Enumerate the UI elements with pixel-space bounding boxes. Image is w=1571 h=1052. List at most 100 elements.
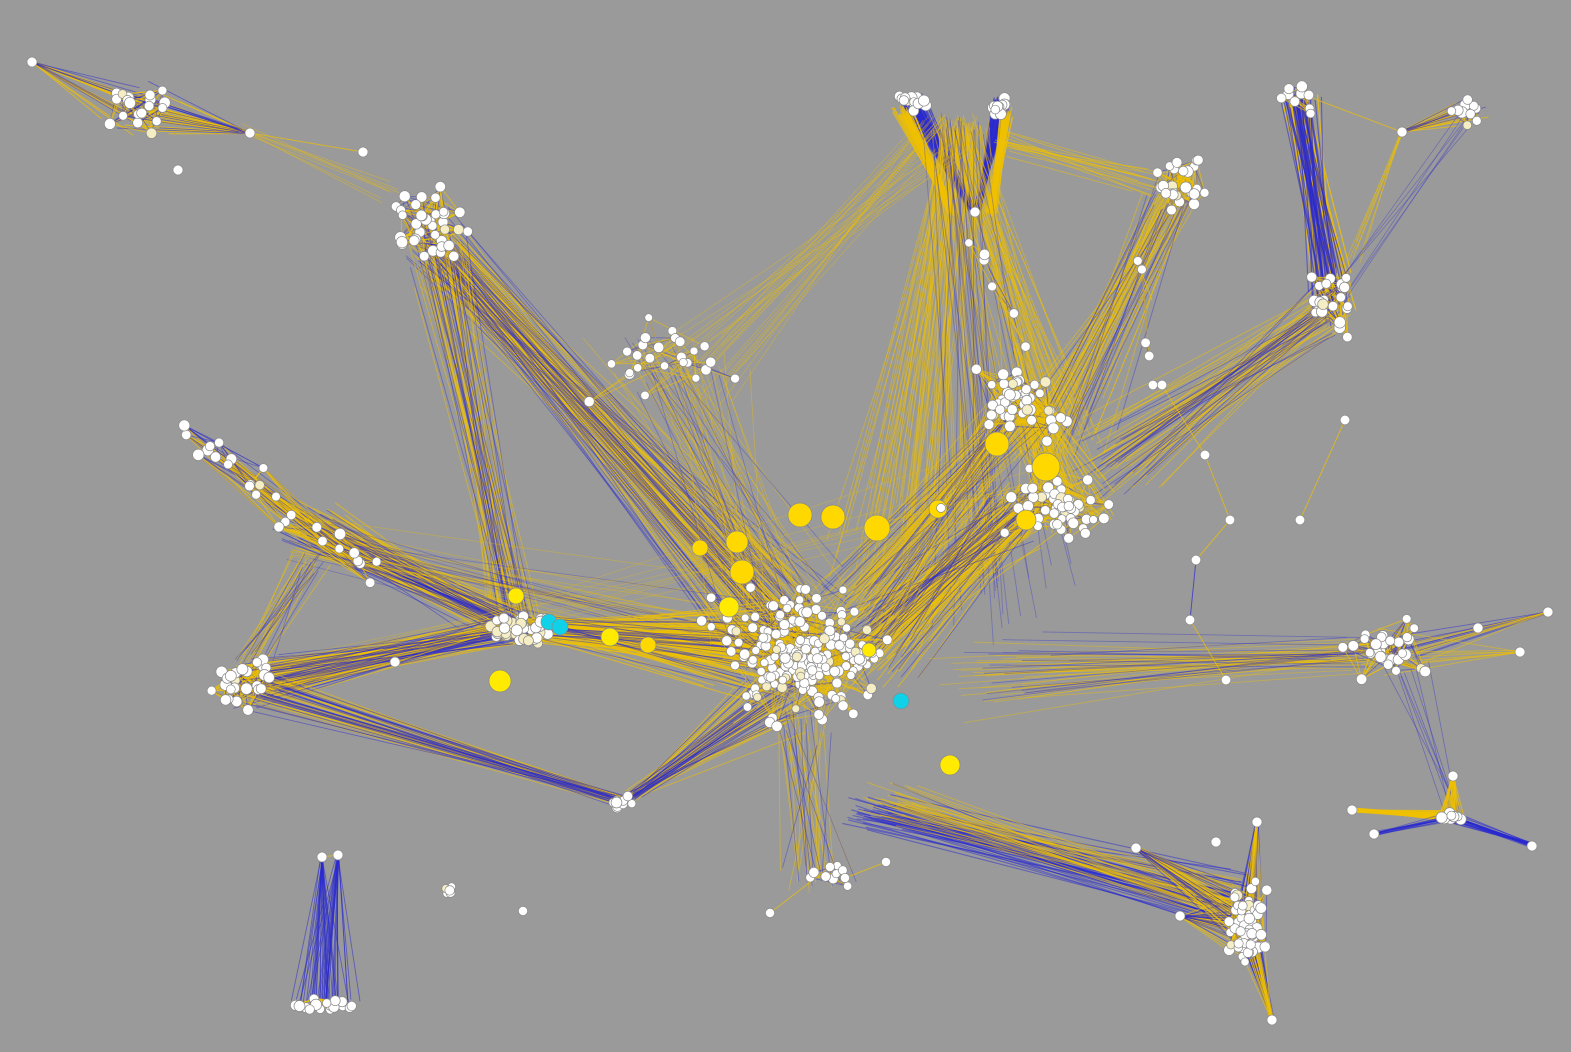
graph-edge [1350, 117, 1463, 287]
graph-edge [454, 243, 810, 621]
graph-edge [542, 638, 791, 699]
graph-edge [241, 559, 300, 665]
graph-edge [329, 516, 507, 624]
graph-edge [874, 122, 975, 509]
graph-edge [1283, 102, 1322, 292]
graph-edge [955, 128, 1071, 429]
graph-edge [244, 634, 515, 687]
graph-edge [1091, 206, 1189, 441]
graph-edge [922, 133, 976, 507]
graph-edge [260, 624, 507, 686]
graph-edge [789, 738, 799, 866]
graph-edge [1070, 210, 1169, 439]
graph-edge [264, 630, 532, 673]
graph-edge [897, 505, 1041, 688]
graph-edge [543, 620, 742, 683]
graph-edge [241, 128, 383, 204]
graph-edge [452, 246, 781, 569]
graph-edge [1387, 611, 1548, 638]
graph-edge [698, 383, 851, 592]
graph-edge [709, 365, 758, 587]
graph-edge [424, 244, 522, 622]
graph-edge [1346, 133, 1402, 260]
graph-edge [895, 502, 1000, 654]
graph-edge [671, 346, 789, 585]
graph-edge [916, 504, 1055, 651]
graph-edge [448, 244, 540, 617]
graph-edge [809, 708, 833, 886]
graph-edge [1041, 194, 1157, 422]
graph-edge [1007, 142, 1152, 191]
graph-edge [251, 639, 503, 682]
graph-edge [838, 125, 949, 534]
graph-edge [862, 124, 948, 561]
graph-edge [1044, 210, 1166, 429]
graph-edge [858, 486, 999, 637]
graph-edge [1332, 112, 1471, 290]
graph-edge [1021, 650, 1370, 692]
graph-edge [869, 120, 975, 574]
graph-edge [1112, 319, 1326, 470]
graph-edge [457, 230, 817, 629]
graph-edge [872, 126, 968, 537]
graph-edge [939, 125, 1085, 432]
graph-edge [445, 246, 775, 622]
graph-edge [907, 124, 981, 532]
graph-edge [673, 372, 778, 640]
graph-edge [270, 622, 481, 696]
graph-edge [436, 252, 506, 614]
graph-edge [1064, 190, 1196, 444]
graph-edge [966, 131, 1071, 429]
graph-edge [259, 561, 312, 666]
graph-edge [1286, 100, 1319, 297]
graph-edge [902, 131, 958, 563]
graph-edge [1134, 849, 1250, 924]
graph-edge [238, 131, 390, 192]
graph-edge [1337, 121, 1468, 306]
graph-edge [247, 566, 304, 669]
graph-edge [953, 646, 1369, 671]
graph-edge [1050, 658, 1362, 672]
graph-edge [634, 713, 792, 794]
graph-edge [997, 146, 1148, 170]
graph-edge [857, 483, 993, 618]
graph-edge [434, 274, 774, 647]
graph-edge [109, 123, 152, 134]
graph-edge [427, 271, 531, 621]
graph-edge [822, 401, 1015, 589]
graph-edge [258, 480, 1057, 672]
graph-edge [821, 732, 832, 877]
graph-edge [1062, 189, 1164, 450]
graph-edge [237, 127, 381, 199]
graph-edge [683, 376, 808, 613]
graph-edge [260, 463, 1058, 674]
graph-edge [698, 114, 946, 398]
graph-edge [1355, 131, 1402, 242]
graph-edge [256, 617, 503, 669]
graph-edge [1072, 188, 1177, 420]
graph-edge [884, 402, 1056, 616]
graph-edge [332, 855, 340, 1006]
graph-edge [673, 359, 767, 572]
graph-edge [888, 509, 986, 669]
graph-edge [1102, 206, 1179, 399]
graph-edge [433, 274, 816, 601]
graph-edge [32, 61, 135, 119]
graph-edge [440, 228, 817, 573]
graph-edge [834, 398, 1016, 592]
graph-edge [183, 425, 286, 523]
graph-edge [845, 127, 955, 533]
graph-edge [281, 539, 503, 623]
graph-edge [267, 443, 1005, 687]
graph-edge [438, 263, 507, 609]
graph-edge [256, 696, 619, 797]
graph-edge [1135, 311, 1312, 448]
graph-edge [818, 740, 821, 879]
graph-edge [726, 617, 778, 727]
graph-edge [826, 122, 964, 540]
graph-edge [319, 513, 522, 622]
graph-edge [647, 357, 731, 642]
graph-edge [444, 261, 514, 621]
graph-edge [542, 637, 791, 683]
graph-edge [1095, 302, 1337, 444]
